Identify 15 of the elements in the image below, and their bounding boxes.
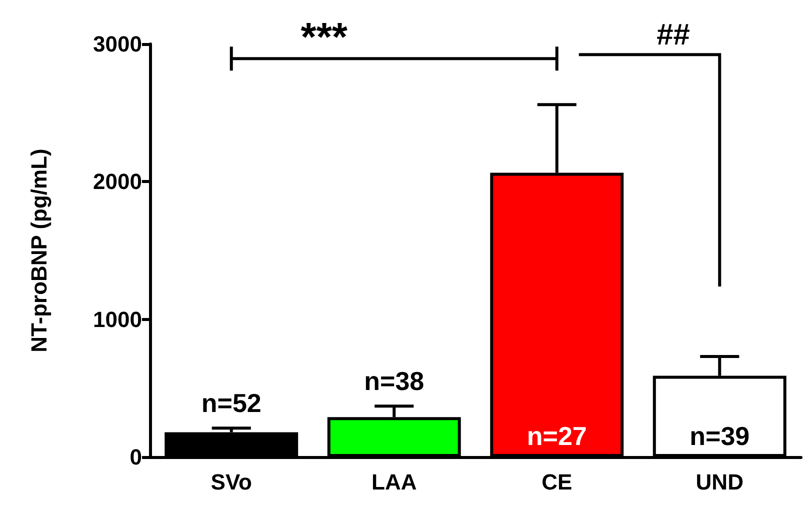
annotation: n=27	[526, 421, 587, 451]
x-tick-label: UND	[696, 470, 744, 494]
x-tick-label: LAA	[372, 470, 417, 494]
y-tick-label: 3000	[93, 32, 142, 56]
annotation: n=39	[690, 421, 750, 451]
annotation: ##	[656, 18, 690, 52]
annotation: n=52	[201, 388, 262, 418]
y-tick-label: 2000	[93, 169, 142, 194]
annotation: n=38	[364, 366, 424, 396]
annotation: ***	[300, 16, 348, 60]
x-tick-label: SVo	[210, 470, 252, 494]
y-tick-label: 0	[130, 444, 142, 470]
y-axis-title: NT-proBNP (pg/mL)	[26, 148, 52, 352]
y-tick-label: 1000	[93, 306, 142, 332]
x-tick-label: CE	[542, 470, 572, 494]
